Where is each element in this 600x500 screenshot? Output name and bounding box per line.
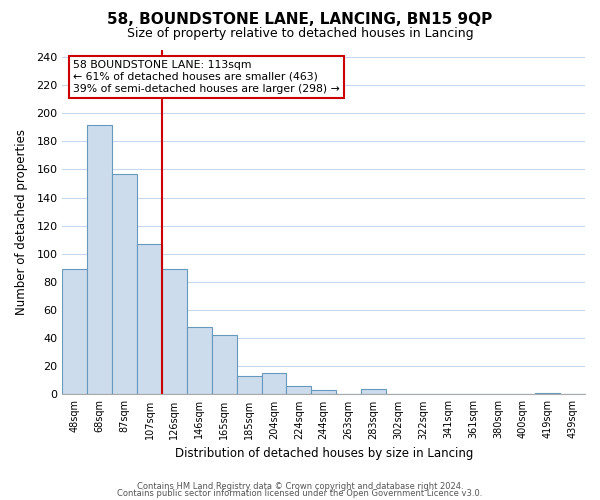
Text: Contains public sector information licensed under the Open Government Licence v3: Contains public sector information licen… xyxy=(118,490,482,498)
Bar xyxy=(236,376,262,394)
Bar xyxy=(112,174,137,394)
Bar xyxy=(162,270,187,394)
Bar xyxy=(535,393,560,394)
X-axis label: Distribution of detached houses by size in Lancing: Distribution of detached houses by size … xyxy=(175,447,473,460)
Bar xyxy=(137,244,162,394)
Bar xyxy=(88,124,112,394)
Text: 58 BOUNDSTONE LANE: 113sqm
← 61% of detached houses are smaller (463)
39% of sem: 58 BOUNDSTONE LANE: 113sqm ← 61% of deta… xyxy=(73,60,340,94)
Bar xyxy=(262,374,286,394)
Bar xyxy=(361,389,386,394)
Bar xyxy=(62,270,88,394)
Bar xyxy=(212,336,236,394)
Text: 58, BOUNDSTONE LANE, LANCING, BN15 9QP: 58, BOUNDSTONE LANE, LANCING, BN15 9QP xyxy=(107,12,493,28)
Text: Contains HM Land Registry data © Crown copyright and database right 2024.: Contains HM Land Registry data © Crown c… xyxy=(137,482,463,491)
Y-axis label: Number of detached properties: Number of detached properties xyxy=(15,129,28,315)
Bar xyxy=(187,327,212,394)
Text: Size of property relative to detached houses in Lancing: Size of property relative to detached ho… xyxy=(127,28,473,40)
Bar xyxy=(286,386,311,394)
Bar xyxy=(311,390,336,394)
